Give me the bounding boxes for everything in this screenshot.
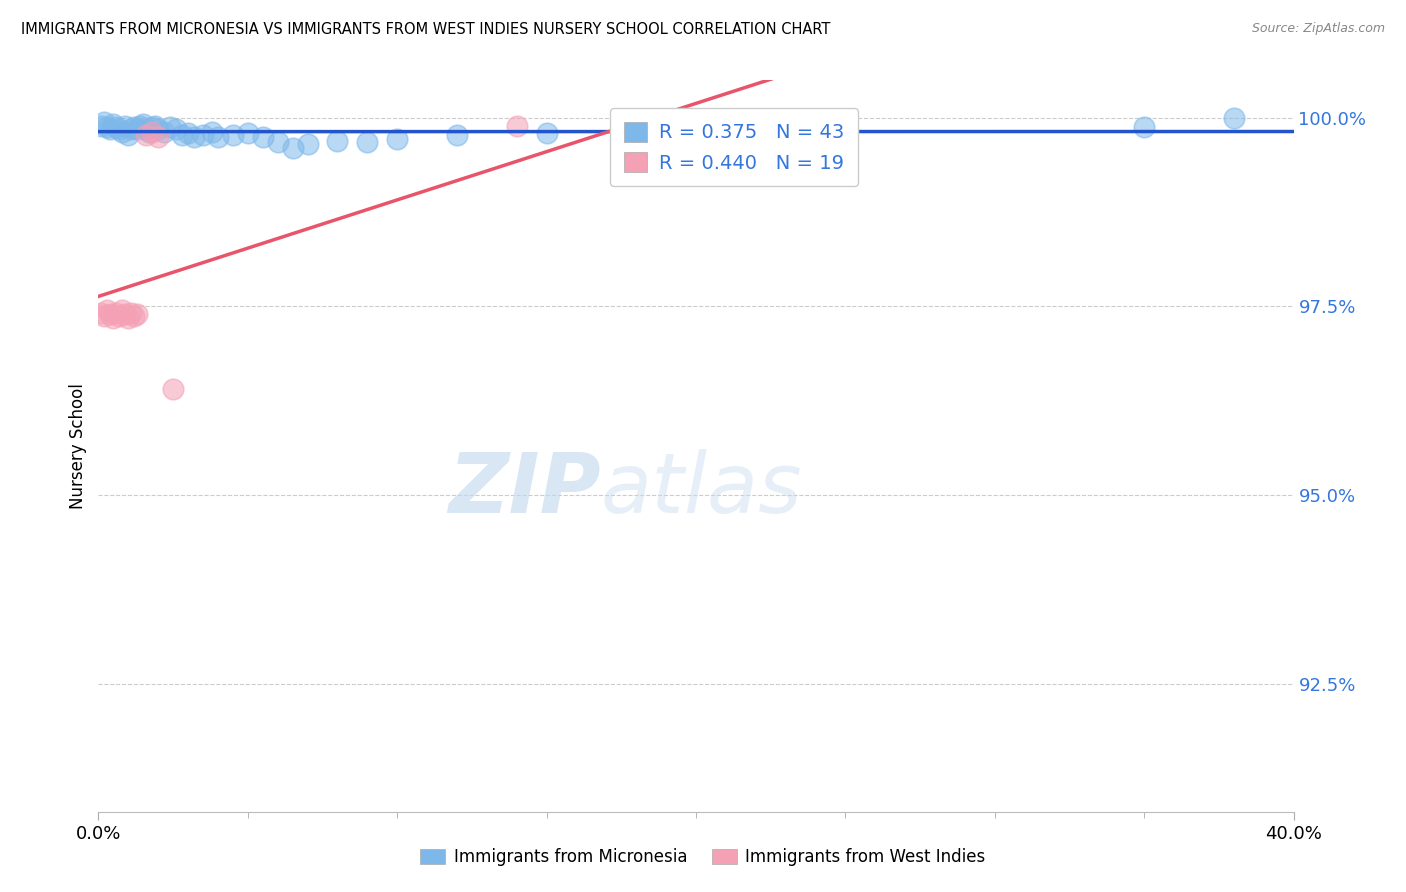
Point [159,120,181,134]
Point [191,128,214,142]
Point [148,122,170,136]
Point [114,119,136,133]
Point [236,126,259,140]
Text: Source: ZipAtlas.com: Source: ZipAtlas.com [1251,22,1385,36]
Point [714,122,737,136]
Point [111,303,134,318]
Point [252,129,274,144]
Point [111,124,134,138]
Point [120,122,142,136]
Point [1223,111,1246,125]
Point [141,124,163,138]
Point [207,129,229,144]
Point [98,122,122,136]
Point [385,132,409,146]
Point [153,124,176,138]
Legend: R = 0.375   N = 43, R = 0.440   N = 19: R = 0.375 N = 43, R = 0.440 N = 19 [610,108,858,186]
Point [108,122,131,136]
Point [446,128,468,142]
Point [626,129,648,144]
Point [172,128,194,142]
Point [90,305,112,319]
Point [96,303,118,318]
Point [117,310,139,325]
Point [132,117,155,131]
Point [135,128,157,142]
Point [120,305,142,319]
Point [93,309,115,323]
Point [103,310,125,325]
Point [103,117,125,131]
Point [162,383,184,397]
Point [98,307,122,321]
Point [141,120,163,134]
Point [124,309,146,323]
Point [177,126,200,140]
Y-axis label: Nursery School: Nursery School [69,383,87,509]
Point [138,124,160,138]
Point [96,120,118,134]
Text: ZIP: ZIP [447,450,600,531]
Point [267,135,290,149]
Point [93,114,115,128]
Point [356,135,378,149]
Point [536,126,558,140]
Point [1133,120,1156,134]
Point [90,119,112,133]
Point [124,120,146,134]
Point [165,122,187,136]
Point [326,134,349,148]
Legend: Immigrants from Micronesia, Immigrants from West Indies: Immigrants from Micronesia, Immigrants f… [412,840,994,875]
Point [135,122,157,136]
Point [297,137,319,152]
Point [506,119,529,133]
Point [117,128,139,142]
Point [281,141,304,155]
Point [127,122,149,136]
Point [127,307,149,321]
Point [114,307,136,321]
Text: atlas: atlas [600,450,801,531]
Point [108,309,131,323]
Point [201,124,224,138]
Point [222,128,245,142]
Point [183,129,205,144]
Point [143,119,166,133]
Point [129,119,152,133]
Point [105,120,128,134]
Point [148,129,170,144]
Text: IMMIGRANTS FROM MICRONESIA VS IMMIGRANTS FROM WEST INDIES NURSERY SCHOOL CORRELA: IMMIGRANTS FROM MICRONESIA VS IMMIGRANTS… [21,22,831,37]
Point [105,305,128,319]
